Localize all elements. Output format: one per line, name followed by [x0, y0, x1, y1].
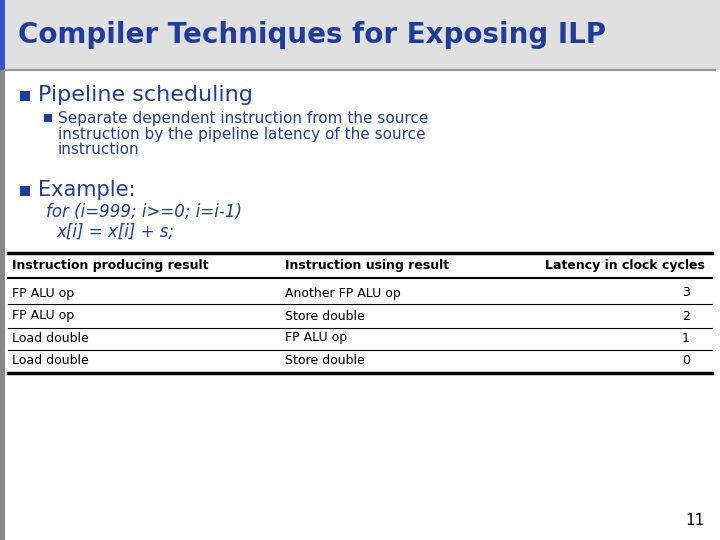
Text: x[i] = x[i] + s;: x[i] = x[i] + s; — [56, 223, 174, 241]
Text: for (i=999; i>=0; i=i-1): for (i=999; i>=0; i=i-1) — [46, 203, 242, 221]
Text: Load double: Load double — [12, 332, 89, 345]
Bar — [44, 114, 52, 122]
Text: Another FP ALU op: Another FP ALU op — [285, 287, 401, 300]
Bar — [0, 0, 5, 70]
Bar — [20, 186, 30, 196]
Text: Example:: Example: — [38, 180, 135, 200]
Text: FP ALU op: FP ALU op — [12, 309, 74, 322]
Text: Latency in clock cycles: Latency in clock cycles — [545, 260, 705, 273]
Text: FP ALU op: FP ALU op — [285, 332, 347, 345]
Text: Load double: Load double — [12, 354, 89, 368]
Text: 3: 3 — [682, 287, 690, 300]
Text: instruction by the pipeline latency of the source: instruction by the pipeline latency of t… — [58, 126, 426, 141]
Text: Instruction using result: Instruction using result — [285, 260, 449, 273]
Text: Separate dependent instruction from the source: Separate dependent instruction from the … — [58, 111, 428, 125]
Text: Compiler Techniques for Exposing ILP: Compiler Techniques for Exposing ILP — [18, 21, 606, 49]
Bar — [0, 0, 5, 540]
Text: 0: 0 — [682, 354, 690, 368]
Text: Store double: Store double — [285, 354, 365, 368]
Text: 2: 2 — [682, 309, 690, 322]
Text: Pipeline scheduling: Pipeline scheduling — [38, 85, 253, 105]
Bar — [0, 0, 720, 70]
Text: Instruction producing result: Instruction producing result — [12, 260, 209, 273]
Bar — [20, 91, 30, 101]
Text: FP ALU op: FP ALU op — [12, 287, 74, 300]
Text: Store double: Store double — [285, 309, 365, 322]
Text: 1: 1 — [682, 332, 690, 345]
Text: 11: 11 — [685, 513, 705, 528]
Text: instruction: instruction — [58, 143, 140, 158]
